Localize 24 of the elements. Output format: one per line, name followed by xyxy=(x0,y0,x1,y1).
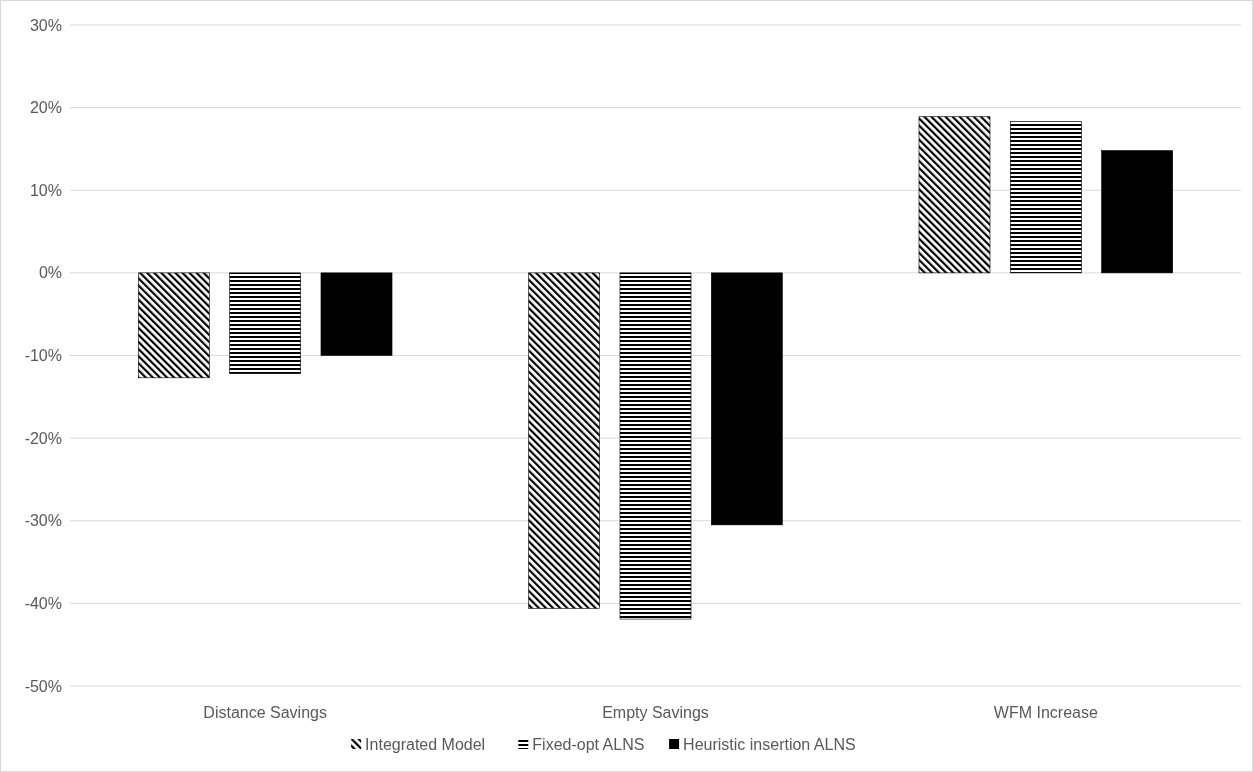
x-tick-label: WFM Increase xyxy=(993,704,1098,721)
y-tick-label: 30% xyxy=(29,16,62,34)
bar xyxy=(1101,150,1173,274)
y-tick-label: 20% xyxy=(29,99,62,117)
bar xyxy=(619,272,692,620)
y-tick-label: -10% xyxy=(24,347,62,365)
y-tick-label: 0% xyxy=(38,264,62,282)
bar xyxy=(229,272,301,374)
bar xyxy=(711,272,783,526)
y-tick-label: -50% xyxy=(24,677,62,695)
bar xyxy=(320,272,393,356)
y-tick-label: 10% xyxy=(29,181,62,199)
x-tick-label: Distance Savings xyxy=(203,704,327,721)
x-tick-label: Empty Savings xyxy=(602,704,709,721)
y-tick-label: -20% xyxy=(24,429,62,447)
y-tick-label: -40% xyxy=(24,594,62,612)
bar xyxy=(918,116,991,274)
legend-label: Fixed-opt ALNS xyxy=(532,735,645,753)
y-tick-label: -30% xyxy=(24,512,62,530)
bar xyxy=(1010,121,1082,274)
bar xyxy=(528,272,600,609)
legend-label: Heuristic insertion ALNS xyxy=(683,735,856,753)
legend-label: Integrated Model xyxy=(365,735,486,753)
bar xyxy=(138,272,210,379)
